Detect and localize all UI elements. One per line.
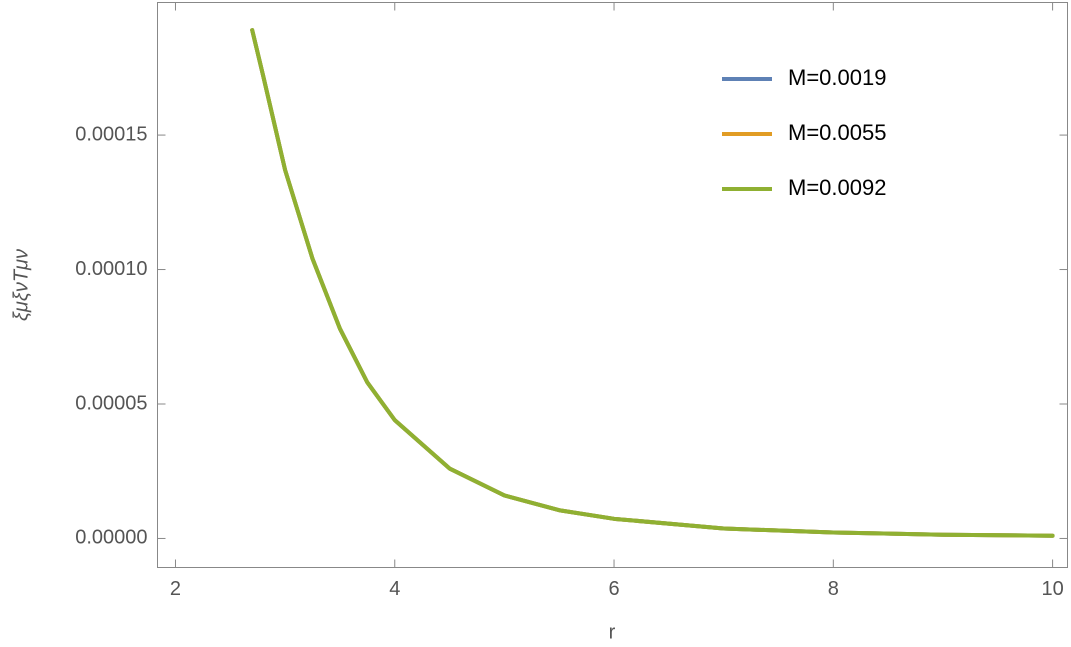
series-line [250, 28, 1055, 538]
x-tick-label: 4 [389, 578, 400, 600]
x-tick-label: 6 [608, 578, 619, 600]
legend-label: M=0.0055 [788, 120, 886, 145]
legend-label: M=0.0092 [788, 175, 886, 200]
y-tick-label: 0.00005 [75, 392, 147, 414]
x-tick-label: 2 [170, 578, 181, 600]
x-tick-label: 10 [1041, 578, 1063, 600]
series-line [250, 28, 1055, 538]
y-tick-label: 0.00015 [75, 123, 147, 145]
x-tick-label: 8 [828, 578, 839, 600]
y-axis-label: ξμξνTμν [10, 249, 32, 321]
legend-label: M=0.0019 [788, 65, 886, 90]
frame [157, 2, 1068, 568]
x-axis-label: r [609, 621, 616, 643]
series-line [250, 28, 1055, 538]
y-tick-label: 0.00000 [75, 527, 147, 549]
y-tick-label: 0.00010 [75, 258, 147, 280]
